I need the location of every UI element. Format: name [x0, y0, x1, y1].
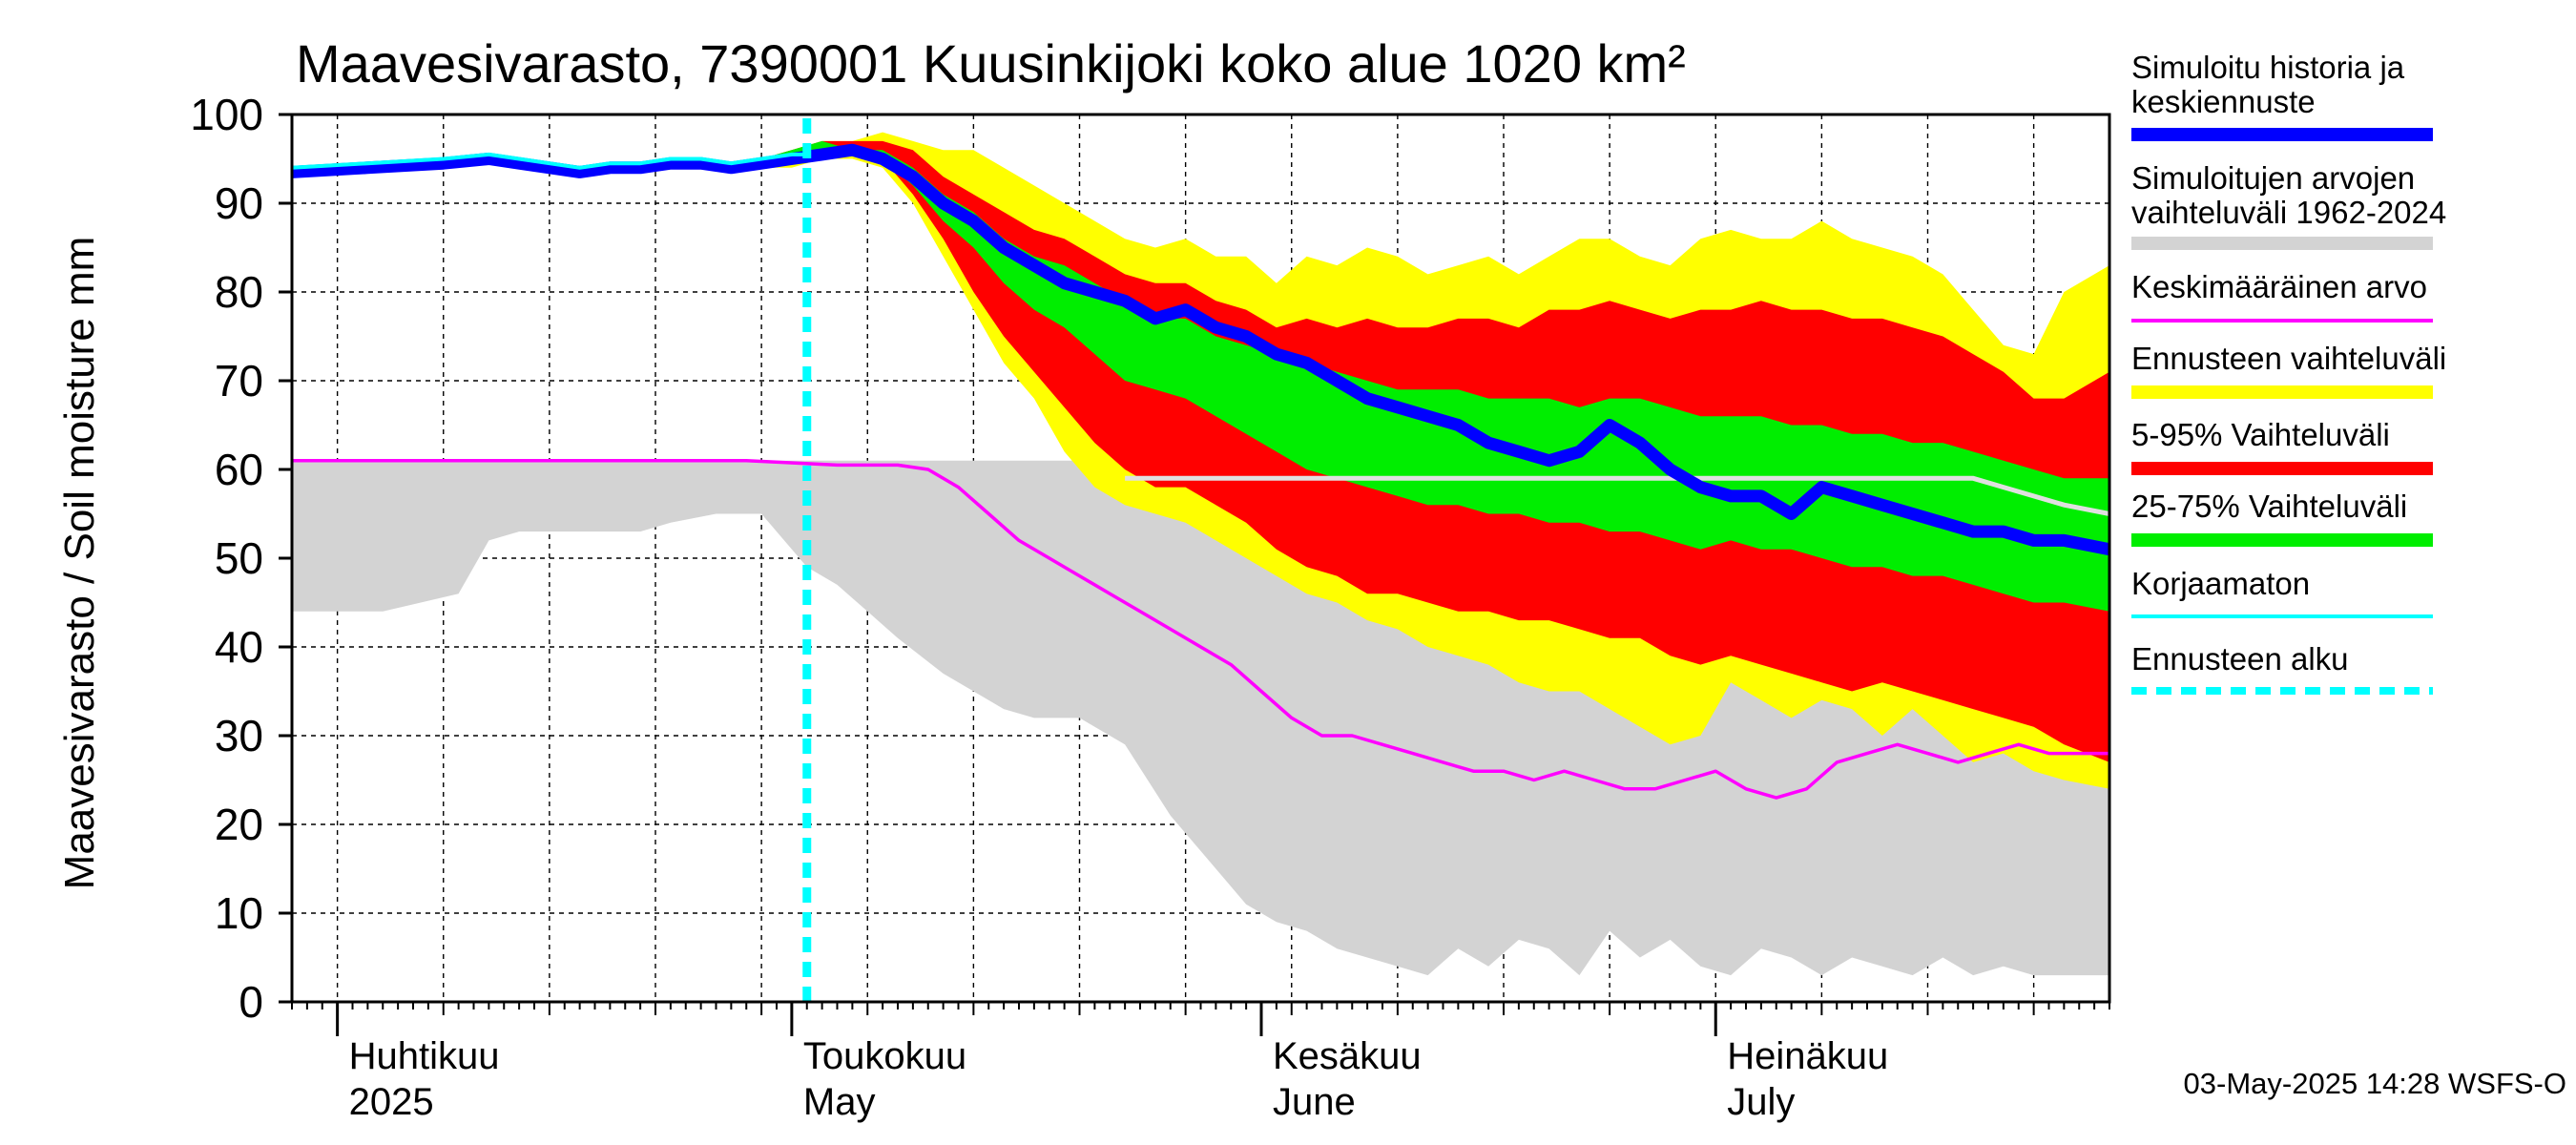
timestamp-footer: 03-May-2025 14:28 WSFS-O	[2184, 1067, 2566, 1100]
month-label-fi: Heinäkuu	[1727, 1035, 1888, 1077]
historical-median-line	[1125, 475, 2110, 516]
month-label-fi: Kesäkuu	[1273, 1035, 1422, 1077]
legend-label: keskiennuste	[2131, 84, 2316, 119]
month-label-en: May	[803, 1081, 876, 1123]
series-line-6	[291, 152, 807, 170]
y-tick-label: 10	[215, 888, 263, 938]
y-ticks: 0 10 20 30 40 50 60 70 80 90 100	[190, 90, 292, 1027]
legend-label: 25-75% Vaihteluväli	[2131, 489, 2407, 524]
y-tick-label: 50	[215, 533, 263, 583]
series-line-5	[291, 143, 2111, 556]
y-tick-label: 60	[215, 445, 263, 494]
legend-label: Keskimääräinen arvo	[2131, 269, 2427, 304]
y-tick-label: 100	[190, 90, 263, 139]
y-tick-label: 80	[215, 267, 263, 317]
chart-title: Maavesivarasto, 7390001 Kuusinkijoki kok…	[296, 33, 1686, 94]
y-tick-label: 70	[215, 356, 263, 406]
month-label-fi: Huhtikuu	[349, 1035, 500, 1077]
month-label-fi: Toukokuu	[803, 1035, 966, 1077]
bands	[292, 132, 2109, 976]
month-label-en: 2025	[349, 1081, 434, 1123]
y-tick-label: 20	[215, 800, 263, 849]
y-tick-label: 30	[215, 711, 263, 760]
month-label-en: July	[1727, 1081, 1795, 1123]
y-tick-label: 40	[215, 622, 263, 672]
legend-label: vaihteluväli 1962-2024	[2131, 195, 2446, 230]
y-tick-label: 0	[239, 977, 263, 1027]
legend-label: Ennusteen vaihteluväli	[2131, 341, 2446, 376]
series-line-4	[292, 458, 2109, 800]
legend-label: 5-95% Vaihteluväli	[2131, 417, 2390, 452]
x-ticks	[291, 1002, 2110, 1036]
series-lines	[291, 143, 2111, 800]
y-axis-label: Maavesivarasto / Soil moisture mm	[56, 237, 103, 890]
legend-label: Korjaamaton	[2131, 566, 2310, 601]
y-tick-label: 90	[215, 178, 263, 228]
legend-label: Simuloitujen arvojen	[2131, 160, 2415, 196]
band-3	[761, 140, 2109, 612]
legend-label: Ennusteen alku	[2131, 641, 2349, 677]
legend-label: Simuloitu historia ja	[2131, 50, 2405, 85]
month-label-en: June	[1273, 1081, 1356, 1123]
